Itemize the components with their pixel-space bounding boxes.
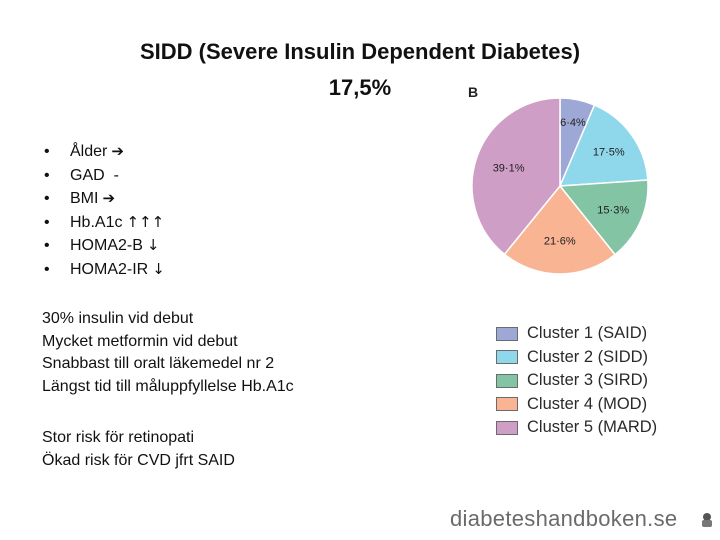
legend-item: Cluster 3 (SIRD): [496, 369, 657, 393]
bullet-item: • HOMA2-IR ↓: [42, 258, 165, 282]
slice-label: 6·4%: [560, 117, 586, 129]
panel-label: B: [468, 84, 478, 100]
legend-swatch: [496, 326, 518, 341]
pie-slices: [471, 97, 649, 275]
fact-line: Mycket metformin vid debut: [42, 332, 238, 350]
slide-subtitle: 17,5%: [328, 75, 392, 100]
bullet-text: Hb.A1c: [70, 213, 123, 231]
slice-label: 17·5%: [593, 146, 625, 158]
bullet-arrow-icon: ➔: [102, 189, 116, 207]
bullet-dot: •: [44, 166, 50, 184]
bullet-text: GAD -: [70, 166, 119, 184]
pie-chart: B 6·4% 17·5% 15·3% 21·6% 39·1%: [468, 84, 649, 275]
legend-label: Cluster 5 (MARD): [527, 418, 658, 437]
bullet-dot: •: [44, 213, 50, 231]
legend-item: Cluster 1 (SAID): [496, 322, 657, 346]
bullet-arrow-icon: ↓: [152, 259, 165, 278]
bullet-item: • Hb.A1c ↑↑↑: [42, 211, 165, 235]
legend-swatch: [496, 350, 518, 365]
bullet-dot: •: [44, 190, 50, 207]
pie-slice: [471, 97, 561, 256]
legend-swatch: [496, 373, 518, 388]
slice-label: 21·6%: [544, 236, 576, 248]
risk-paragraph: Stor risk för retinopati Ökad risk för C…: [42, 427, 235, 472]
risk-line: Stor risk för retinopati: [42, 429, 195, 446]
legend-item: Cluster 4 (MOD): [496, 393, 657, 417]
legend-swatch: [496, 397, 518, 412]
pie-slice: [503, 184, 617, 275]
legend-label: Cluster 2 (SIDD): [527, 347, 649, 366]
bullet-arrow-icon: ↑↑↑: [126, 212, 165, 231]
bullet-item: • BMI ➔: [42, 187, 165, 211]
bullet-text: Ålder: [70, 143, 108, 160]
bullet-item: • Ålder ➔: [42, 140, 165, 164]
legend-swatch: [496, 420, 518, 435]
bullet-list: • Ålder ➔ • GAD - • BMI ➔ • Hb.A1c ↑↑↑ • HOMA2-B…: [42, 140, 165, 281]
fact-line: Snabbast till oralt läkemedel nr 2: [42, 355, 275, 372]
chart-legend: Cluster 1 (SAID) Cluster 2 (SIDD) Cluster …: [496, 322, 657, 440]
slide-title: SIDD (Severe Insulin Dependent Diabetes): [139, 39, 581, 64]
risk-line: Ökad risk för CVD jfrt SAID: [42, 451, 235, 469]
legend-item: Cluster 5 (MARD): [496, 416, 657, 440]
legend-label: Cluster 4 (MOD): [527, 394, 648, 413]
bullet-text: BMI: [70, 190, 99, 207]
bullet-item: • HOMA2-B ↓: [42, 234, 165, 258]
bullet-dot: •: [44, 260, 50, 278]
slice-label: 39·1%: [493, 163, 525, 175]
bullet-arrow-icon: ↓: [146, 236, 160, 254]
pie-slice: [558, 179, 649, 256]
legend-label: Cluster 3 (SIRD): [527, 371, 649, 390]
bullet-dot: •: [44, 143, 50, 160]
bullet-item: • GAD -: [42, 164, 165, 188]
bullet-arrow-icon: ➔: [111, 142, 124, 160]
bullet-dot: •: [44, 237, 50, 254]
bullet-text: HOMA2-B: [70, 237, 143, 254]
fact-line: 30% insulin vid debut: [42, 310, 194, 327]
fact-line: Längst tid till måluppfyllelse Hb.A1c: [42, 377, 294, 395]
pie-slice-labels: 6·4% 17·5% 15·3% 21·6% 39·1%: [493, 117, 630, 247]
site-footer-text: diabeteshandboken.se: [450, 506, 678, 531]
logo-icon: [702, 513, 712, 527]
bullet-text: HOMA2-IR: [70, 260, 149, 278]
slice-label: 15·3%: [597, 204, 629, 216]
legend-label: Cluster 1 (SAID): [527, 324, 648, 343]
pie-slice: [558, 104, 649, 187]
legend-item: Cluster 2 (SIDD): [496, 346, 657, 370]
facts-paragraph: 30% insulin vid debut Mycket metformin v…: [42, 308, 294, 398]
